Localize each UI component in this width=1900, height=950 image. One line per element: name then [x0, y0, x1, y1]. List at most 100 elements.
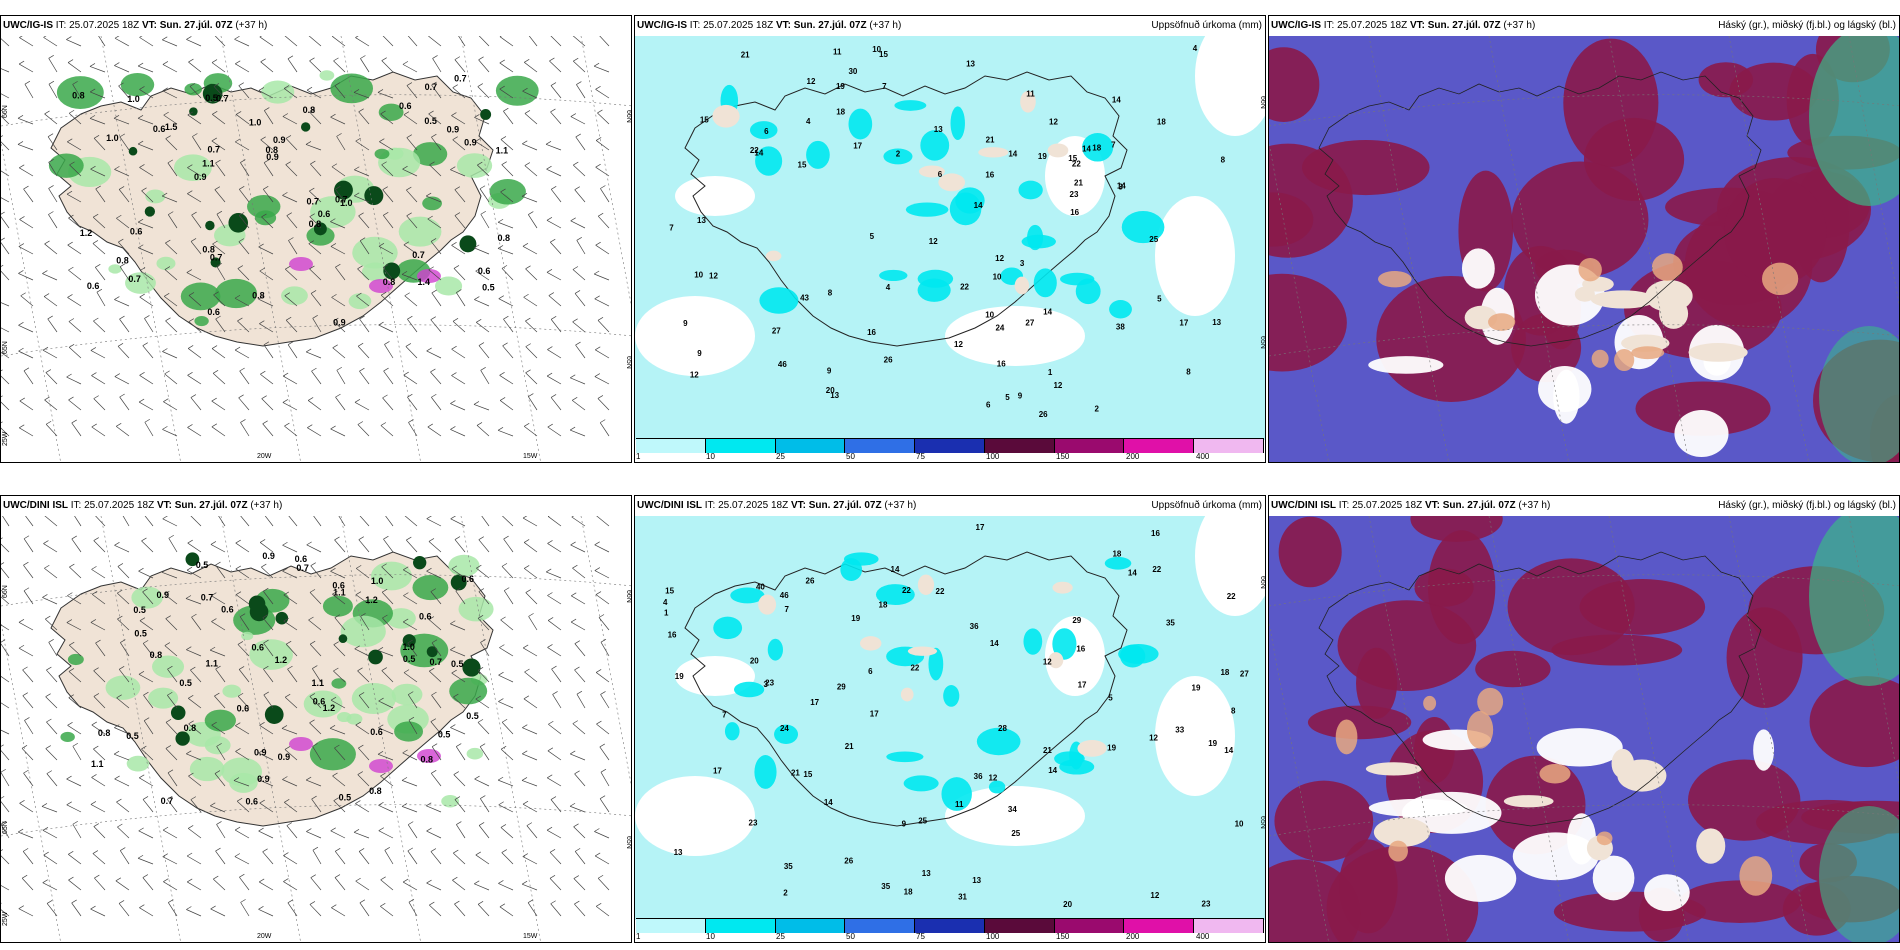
- lat-label-right: 66N: [625, 590, 632, 603]
- wind-barb: [377, 753, 394, 761]
- wind-barb: [573, 826, 586, 839]
- wind-barb: [308, 619, 322, 631]
- wind-barb: [525, 268, 538, 281]
- precip-area: [466, 747, 484, 760]
- wind-barb: [382, 189, 394, 203]
- precip-area: [309, 738, 356, 771]
- wind-barb-flag: [308, 616, 314, 621]
- precip-area: [48, 153, 84, 178]
- wind-barb-flag: [168, 899, 174, 903]
- precip-heavy-cell: [462, 658, 481, 677]
- wind-barb: [458, 36, 466, 47]
- accum-value-label: 12: [1150, 891, 1159, 900]
- wind-barb: [186, 272, 202, 281]
- wind-barb: [215, 668, 226, 683]
- wind-barb-flag: [260, 136, 266, 141]
- wind-barb: [285, 268, 298, 281]
- wind-barb-flag: [600, 419, 606, 423]
- wind-barb-flag: [287, 899, 294, 904]
- colorbar-label: 1: [636, 932, 641, 941]
- wind-barb: [191, 214, 202, 229]
- wind-barb: [72, 746, 82, 761]
- wind-barb: [164, 645, 178, 657]
- wind-barb: [333, 644, 346, 657]
- wind-barb: [477, 86, 490, 99]
- graticule-line: [1269, 621, 1329, 942]
- accum-value-label: 15: [665, 586, 674, 595]
- wind-barb: [69, 164, 82, 177]
- accum-value-label: 23: [749, 819, 758, 828]
- wind-barb: [66, 804, 82, 813]
- wind-barb: [162, 90, 178, 99]
- wind-barb-flag: [599, 743, 606, 748]
- land-patch: [758, 594, 777, 615]
- accum-value-label: 19: [851, 614, 860, 623]
- iceland-outline: [1318, 71, 1762, 347]
- precip-value-label: 0.9: [194, 172, 207, 182]
- wind-barb: [497, 248, 514, 255]
- precip-area: [412, 575, 449, 601]
- wind-barb-flag: [48, 80, 55, 85]
- wind-barb: [477, 904, 490, 917]
- wind-barb: [478, 36, 490, 47]
- wind-barb-flag: [311, 795, 317, 800]
- wind-barb-flag: [575, 133, 581, 138]
- wind-barb-flag: [478, 536, 484, 540]
- wind-barb-flag: [480, 639, 486, 643]
- wind-barb: [138, 570, 154, 579]
- wind-barb-flag: [286, 640, 292, 645]
- wind-barb-flag: [474, 880, 480, 885]
- wind-barb-flag: [91, 423, 97, 428]
- wind-barb: [596, 723, 610, 735]
- precip-cyan-area: [943, 684, 960, 707]
- precip-cyan-area: [767, 638, 783, 661]
- wind-barb: [42, 597, 58, 605]
- accum-value-label: 26: [844, 857, 853, 866]
- wind-barb: [23, 590, 34, 605]
- precip-area: [386, 608, 416, 629]
- wind-barb-flag: [453, 265, 460, 269]
- lon-label: 20W: [257, 933, 272, 940]
- wind-barb-flag: [474, 775, 480, 780]
- wind-barb: [284, 802, 298, 813]
- accum-value-label: 21: [741, 51, 750, 60]
- wind-barb: [384, 850, 394, 865]
- precip-area: [180, 282, 221, 311]
- wind-barb-flag: [401, 803, 408, 807]
- wind-barb: [595, 244, 610, 255]
- wind-barb-flag: [188, 825, 194, 829]
- map-precip-wind-ig: 1.41.10.70.90.80.60.51.01.21.50.60.80.70…: [1, 36, 631, 462]
- wind-barb-flag: [499, 644, 505, 648]
- accum-value-label: 7: [669, 223, 674, 232]
- wind-barb: [90, 908, 106, 917]
- wind-barb: [378, 804, 394, 813]
- wind-barb: [192, 136, 202, 151]
- wind-barb-flag: [191, 211, 197, 216]
- precip-value-label: 0.8: [252, 291, 265, 301]
- cloud-high-area: [1724, 178, 1827, 286]
- wind-barb: [594, 376, 610, 385]
- wind-barb: [430, 851, 442, 865]
- wind-barb-flag: [528, 613, 534, 617]
- wind-barb: [330, 830, 346, 839]
- wind-barb-flag: [188, 345, 194, 349]
- land-visible-area: [1574, 286, 1595, 302]
- wind-barb: [1, 750, 10, 761]
- wind-barb-flag: [283, 85, 290, 89]
- wind-barb-flag: [597, 395, 604, 399]
- wind-barb: [570, 377, 586, 385]
- wind-barb: [46, 721, 58, 735]
- accum-value-label: 18: [1092, 144, 1101, 153]
- wind-barb: [571, 595, 586, 605]
- precip-value-label: 0.7: [201, 592, 214, 602]
- precip-heavy-cell: [189, 107, 198, 116]
- wind-barb: [403, 114, 418, 125]
- panel-header: UWC/DINI ISL IT: 25.07.2025 18Z VT: Sun.…: [635, 496, 1265, 516]
- wind-barb-flag: [234, 346, 241, 351]
- accum-value-label: 14: [754, 149, 763, 158]
- wind-barb: [501, 164, 514, 177]
- accum-value-label: 9: [827, 366, 832, 375]
- wind-barb: [497, 221, 514, 229]
- colorbar-label: 50: [846, 452, 855, 461]
- land-visible-area: [1659, 298, 1689, 329]
